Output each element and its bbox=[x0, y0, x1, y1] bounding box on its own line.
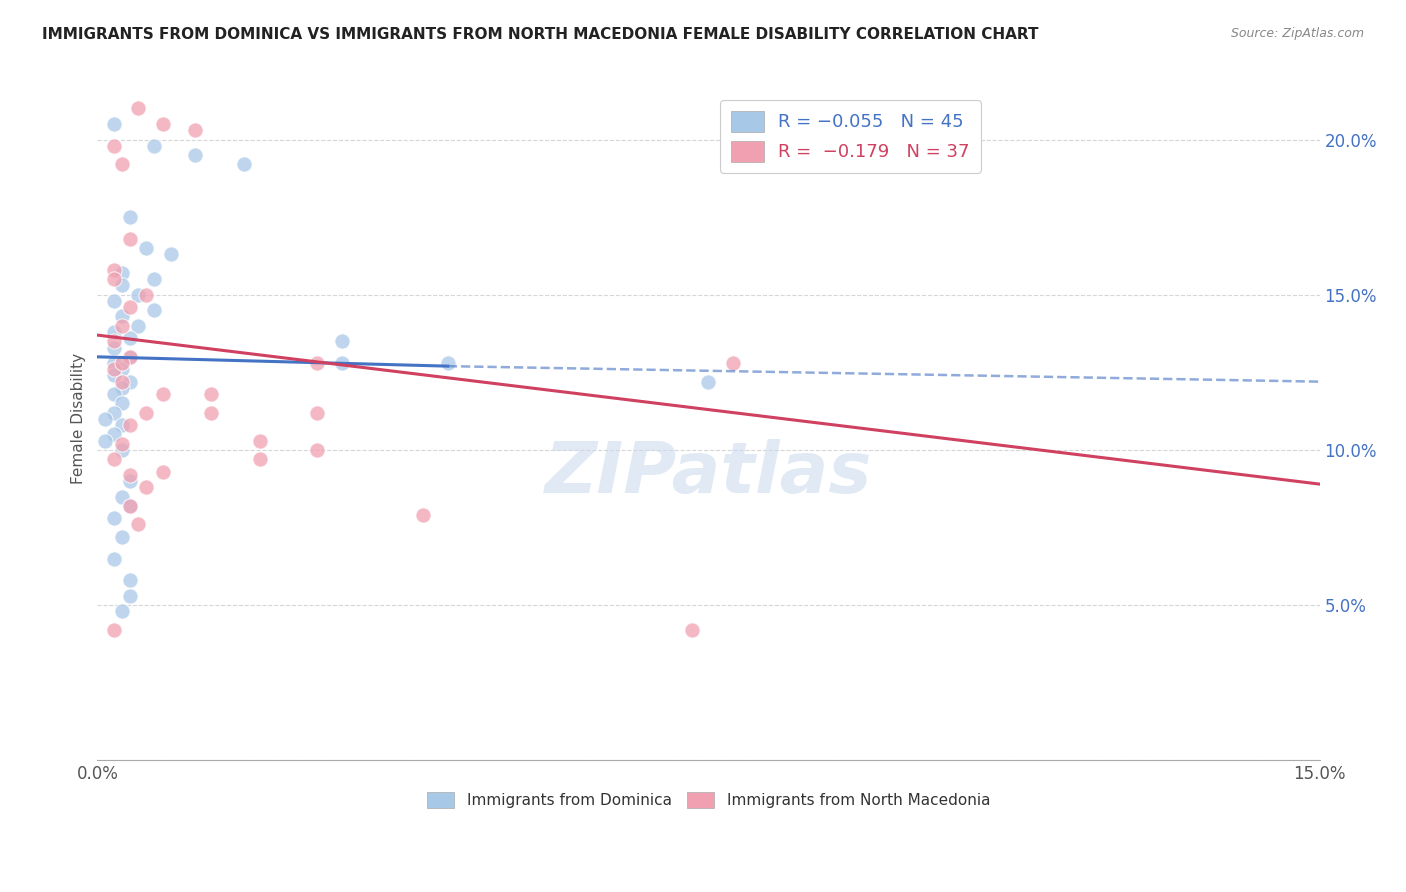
Point bbox=[103, 427, 125, 442]
Point bbox=[143, 138, 166, 153]
Point bbox=[118, 375, 141, 389]
Point bbox=[103, 623, 125, 637]
Point bbox=[681, 623, 703, 637]
Point bbox=[127, 318, 149, 333]
Point bbox=[103, 387, 125, 401]
Point bbox=[103, 293, 125, 308]
Point bbox=[436, 356, 458, 370]
Point bbox=[159, 247, 181, 261]
Point bbox=[103, 263, 125, 277]
Text: ZIPatlas: ZIPatlas bbox=[544, 439, 872, 508]
Point bbox=[118, 350, 141, 364]
Point bbox=[103, 272, 125, 286]
Point bbox=[135, 480, 157, 494]
Point bbox=[111, 530, 134, 544]
Point bbox=[111, 310, 134, 324]
Legend: Immigrants from Dominica, Immigrants from North Macedonia: Immigrants from Dominica, Immigrants fro… bbox=[420, 786, 997, 814]
Point bbox=[249, 452, 271, 467]
Point bbox=[127, 287, 149, 301]
Point bbox=[103, 406, 125, 420]
Point bbox=[118, 574, 141, 588]
Point bbox=[94, 434, 117, 448]
Point bbox=[200, 406, 222, 420]
Point bbox=[111, 490, 134, 504]
Point bbox=[152, 465, 174, 479]
Point bbox=[111, 356, 134, 370]
Point bbox=[152, 387, 174, 401]
Point bbox=[111, 157, 134, 171]
Point bbox=[118, 350, 141, 364]
Point bbox=[103, 341, 125, 355]
Point bbox=[111, 442, 134, 457]
Point bbox=[103, 334, 125, 349]
Point bbox=[111, 318, 134, 333]
Point bbox=[143, 303, 166, 318]
Point bbox=[118, 589, 141, 603]
Point bbox=[103, 138, 125, 153]
Point bbox=[118, 232, 141, 246]
Point bbox=[103, 362, 125, 376]
Point bbox=[118, 418, 141, 433]
Point bbox=[127, 517, 149, 532]
Point bbox=[143, 272, 166, 286]
Point bbox=[249, 434, 271, 448]
Point bbox=[118, 499, 141, 513]
Point bbox=[307, 406, 329, 420]
Point bbox=[111, 436, 134, 450]
Point bbox=[697, 375, 720, 389]
Point bbox=[307, 356, 329, 370]
Point bbox=[103, 368, 125, 383]
Point bbox=[103, 551, 125, 566]
Point bbox=[135, 406, 157, 420]
Point bbox=[118, 474, 141, 488]
Point bbox=[721, 356, 744, 370]
Point bbox=[184, 148, 207, 162]
Point bbox=[111, 396, 134, 410]
Point bbox=[135, 241, 157, 255]
Point bbox=[330, 334, 353, 349]
Point bbox=[111, 362, 134, 376]
Point bbox=[111, 418, 134, 433]
Point bbox=[118, 467, 141, 482]
Point bbox=[111, 375, 134, 389]
Point bbox=[307, 442, 329, 457]
Y-axis label: Female Disability: Female Disability bbox=[72, 353, 86, 484]
Point bbox=[94, 412, 117, 426]
Point bbox=[118, 300, 141, 314]
Text: Source: ZipAtlas.com: Source: ZipAtlas.com bbox=[1230, 27, 1364, 40]
Text: IMMIGRANTS FROM DOMINICA VS IMMIGRANTS FROM NORTH MACEDONIA FEMALE DISABILITY CO: IMMIGRANTS FROM DOMINICA VS IMMIGRANTS F… bbox=[42, 27, 1039, 42]
Point bbox=[135, 287, 157, 301]
Point bbox=[103, 117, 125, 131]
Point bbox=[103, 356, 125, 370]
Point bbox=[111, 278, 134, 293]
Point bbox=[103, 511, 125, 525]
Point bbox=[118, 499, 141, 513]
Point bbox=[184, 123, 207, 137]
Point bbox=[111, 604, 134, 618]
Point bbox=[152, 117, 174, 131]
Point bbox=[118, 331, 141, 345]
Point bbox=[111, 381, 134, 395]
Point bbox=[111, 266, 134, 280]
Point bbox=[233, 157, 256, 171]
Point bbox=[330, 356, 353, 370]
Point bbox=[127, 102, 149, 116]
Point bbox=[200, 387, 222, 401]
Point bbox=[103, 452, 125, 467]
Point bbox=[412, 508, 434, 523]
Point bbox=[118, 210, 141, 224]
Point bbox=[103, 325, 125, 339]
